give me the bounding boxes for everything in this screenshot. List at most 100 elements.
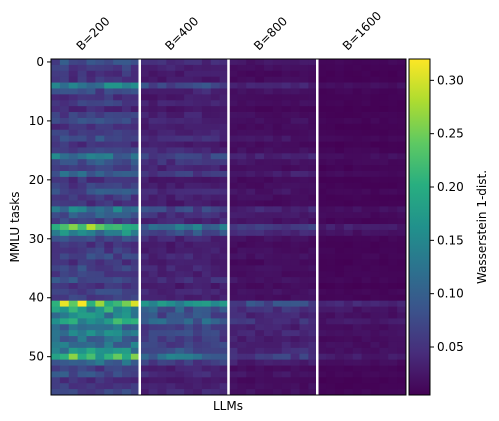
heatmap-cell <box>335 330 345 337</box>
heatmap-cell <box>130 294 141 302</box>
heatmap-cell <box>51 224 61 231</box>
heatmap-cell <box>299 123 309 131</box>
heatmap-cell <box>308 129 318 137</box>
heatmap-cell <box>59 224 70 231</box>
heatmap-cell <box>281 229 292 237</box>
heatmap-cell <box>361 300 371 307</box>
heatmap-cell <box>352 123 363 131</box>
heatmap-cell <box>326 330 336 337</box>
heatmap-cell <box>272 347 283 355</box>
heatmap-cell <box>193 306 203 313</box>
heatmap-cell <box>228 171 238 178</box>
heatmap-cell <box>77 100 87 107</box>
heatmap-cell <box>246 100 256 107</box>
heatmap-cell <box>130 165 141 172</box>
heatmap-cell <box>308 165 318 172</box>
heatmap-cell <box>201 294 212 302</box>
heatmap-cell <box>77 389 87 396</box>
heatmap-cell <box>122 165 132 172</box>
heatmap-cell <box>281 300 292 307</box>
heatmap-cell <box>113 265 123 272</box>
heatmap-cell <box>157 247 167 254</box>
heatmap-cell <box>299 341 309 349</box>
heatmap-cell <box>113 188 123 195</box>
heatmap-cell <box>59 176 70 184</box>
heatmap-cell <box>184 165 194 172</box>
heatmap-cell <box>379 359 389 366</box>
heatmap-cell <box>95 176 105 184</box>
heatmap-cell <box>104 165 114 172</box>
heatmap-cell <box>299 306 309 313</box>
heatmap-cell <box>272 336 283 343</box>
heatmap-cell <box>184 212 194 219</box>
heatmap-cell <box>237 330 247 337</box>
heatmap-cell <box>166 135 176 142</box>
heatmap-cell <box>370 112 380 119</box>
heatmap-cell <box>237 64 247 72</box>
heatmap-cell <box>51 347 61 355</box>
heatmap-cell <box>317 259 327 266</box>
heatmap-cell <box>317 182 327 190</box>
heatmap-cell <box>388 59 398 66</box>
heatmap-cell <box>139 271 150 278</box>
heatmap-cell <box>228 283 238 290</box>
heatmap-cell <box>166 94 176 101</box>
heatmap-cell <box>59 100 70 107</box>
heatmap-cell <box>51 100 61 107</box>
heatmap-cell <box>166 76 176 83</box>
heatmap-cell <box>157 324 167 331</box>
heatmap-cell <box>272 123 283 131</box>
heatmap-cell <box>397 294 407 302</box>
heatmap-cell <box>388 365 398 372</box>
heatmap-cell <box>343 212 354 219</box>
heatmap-cell <box>193 359 203 366</box>
heatmap-cell <box>397 176 407 184</box>
heatmap-cell <box>326 218 336 225</box>
heatmap-cell <box>113 176 123 184</box>
heatmap-cell <box>228 194 238 201</box>
heatmap-cell <box>130 194 141 201</box>
heatmap-cell <box>228 353 238 361</box>
heatmap-cell <box>343 171 354 178</box>
heatmap-cell <box>281 76 292 83</box>
heatmap-cell <box>388 259 398 266</box>
heatmap-cell <box>77 359 87 366</box>
heatmap-cell <box>290 283 300 290</box>
heatmap-cell <box>317 312 327 319</box>
heatmap-cell <box>352 377 363 384</box>
heatmap-cell <box>352 235 363 243</box>
heatmap-cell <box>272 64 283 72</box>
heatmap-cell <box>148 88 158 95</box>
heatmap-cell <box>335 288 345 296</box>
heatmap-cell <box>86 135 96 142</box>
heatmap-cell <box>122 359 132 366</box>
heatmap-cell <box>237 182 247 190</box>
heatmap-cell <box>246 194 256 201</box>
heatmap-cell <box>95 283 105 290</box>
heatmap-cell <box>246 324 256 331</box>
heatmap-cell <box>77 135 87 142</box>
heatmap-cell <box>148 353 158 361</box>
heatmap-cell <box>246 70 256 78</box>
heatmap-cell <box>201 129 212 137</box>
heatmap-cell <box>139 106 150 113</box>
heatmap-cell <box>122 377 132 384</box>
heatmap-cell <box>86 371 96 378</box>
y-tick-label: 30 <box>29 232 44 246</box>
heatmap-cell <box>237 165 247 172</box>
heatmap-cell <box>219 194 229 201</box>
heatmap-cell <box>326 353 336 361</box>
heatmap-cell <box>201 112 212 119</box>
heatmap-cell <box>175 277 185 284</box>
heatmap-cell <box>290 359 300 366</box>
heatmap-cell <box>210 182 221 190</box>
heatmap-cell <box>219 70 229 78</box>
heatmap-cell <box>201 159 212 166</box>
heatmap-cell <box>210 365 221 372</box>
heatmap-cell <box>388 153 398 160</box>
heatmap-cell <box>122 253 132 260</box>
heatmap-cell <box>317 82 327 89</box>
heatmap-cell <box>68 229 79 237</box>
heatmap-cell <box>77 341 87 349</box>
heatmap-cell <box>201 188 212 195</box>
